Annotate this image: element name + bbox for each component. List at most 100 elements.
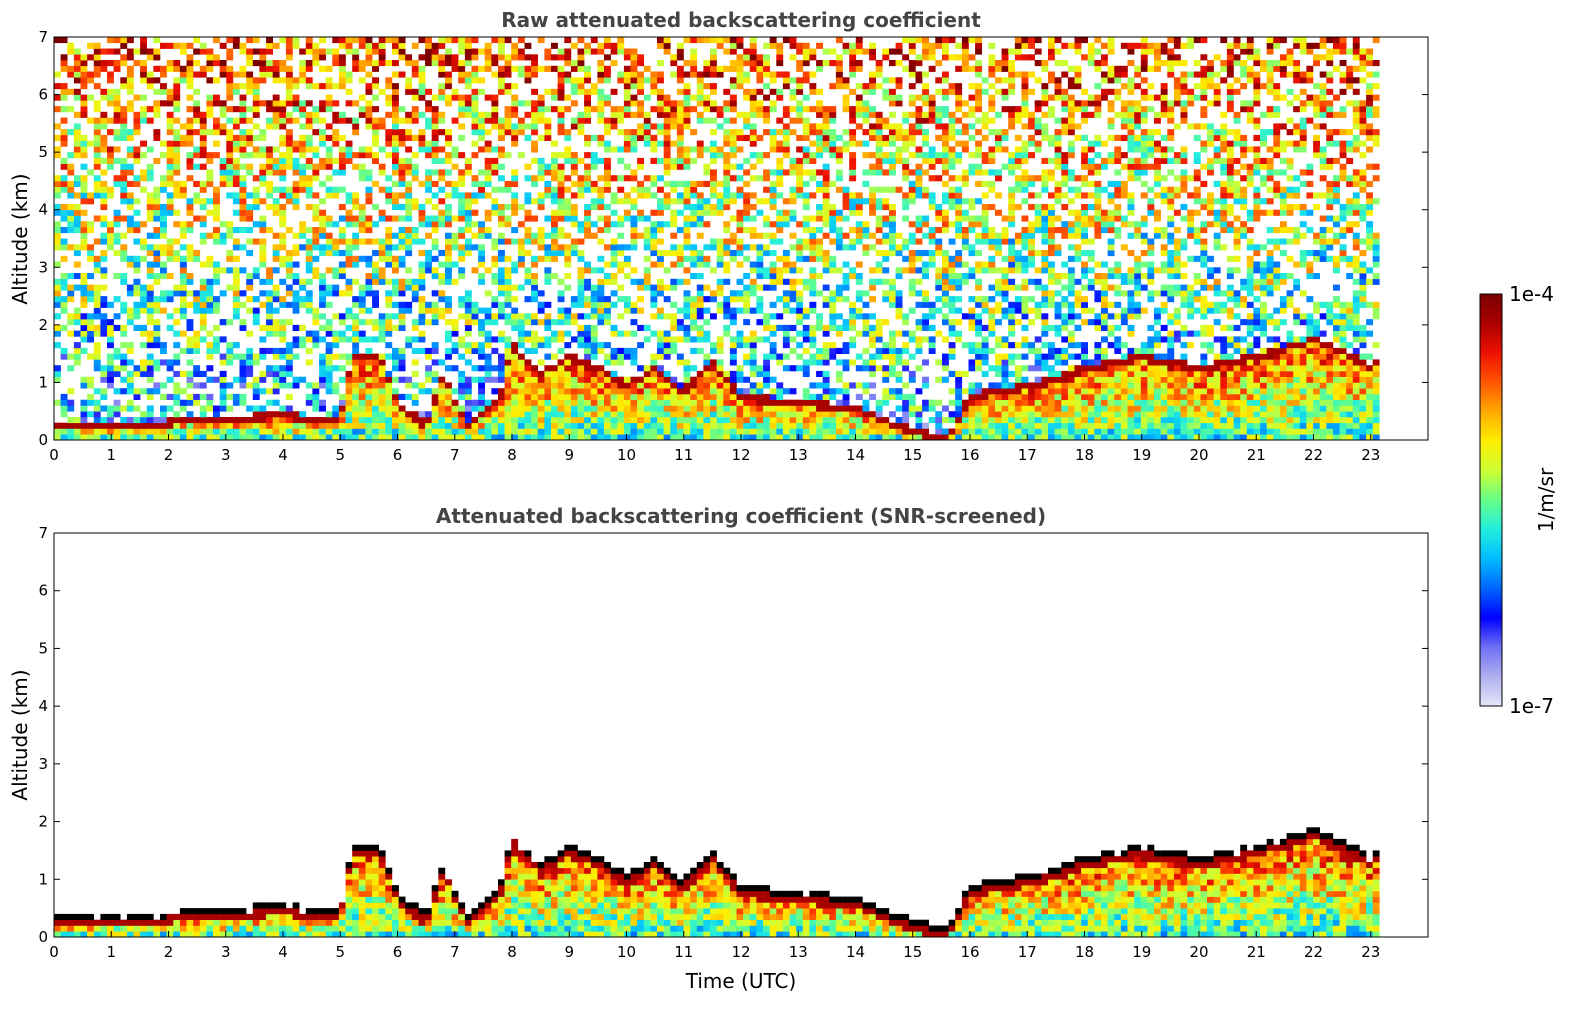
raw-heatmap-cell [425, 123, 432, 130]
raw-heatmap-cell [73, 54, 81, 61]
raw-heatmap-cell [199, 146, 207, 153]
raw-heatmap-cell [213, 296, 220, 303]
raw-heatmap-cell [186, 83, 194, 90]
raw-heatmap-cell [491, 278, 499, 285]
raw-heatmap-cell [756, 88, 764, 95]
raw-heatmap-cell [683, 157, 691, 164]
raw-heatmap-cell [319, 296, 326, 303]
raw-heatmap-cell [809, 301, 817, 308]
raw-heatmap-cell [378, 48, 386, 55]
raw-heatmap-cell [716, 376, 724, 383]
raw-heatmap-cell [398, 376, 406, 383]
raw-heatmap-cell [816, 370, 823, 377]
raw-heatmap-cell [272, 417, 280, 424]
raw-heatmap-cell [120, 157, 128, 164]
raw-heatmap-cell [199, 290, 207, 297]
raw-heatmap-cell [491, 169, 499, 176]
raw-heatmap-cell [285, 261, 293, 268]
raw-heatmap-cell [524, 347, 532, 354]
raw-heatmap-cell [246, 60, 254, 67]
raw-heatmap-cell [763, 65, 770, 72]
raw-heatmap-cell [199, 313, 207, 320]
raw-heatmap-cell [478, 65, 485, 72]
raw-heatmap-cell [372, 152, 379, 159]
raw-heatmap-cell [584, 169, 591, 176]
raw-heatmap-cell [292, 37, 300, 44]
raw-heatmap-cell [193, 307, 201, 314]
raw-heatmap-cell [378, 388, 386, 395]
raw-heatmap-cell [478, 180, 485, 187]
raw-heatmap-cell [232, 399, 240, 406]
raw-heatmap-cell [279, 65, 287, 72]
raw-heatmap-cell [213, 94, 220, 101]
raw-heatmap-cell [378, 146, 386, 153]
raw-heatmap-cell [623, 106, 631, 113]
raw-heatmap-cell [451, 65, 459, 72]
raw-heatmap-cell [809, 330, 817, 337]
raw-heatmap-cell [782, 267, 790, 274]
raw-heatmap-cell [478, 342, 485, 349]
raw-heatmap-cell [113, 353, 121, 360]
raw-heatmap-cell [219, 319, 227, 326]
raw-heatmap-cell [584, 232, 591, 239]
raw-heatmap-cell [696, 417, 704, 424]
raw-heatmap-cell [372, 411, 379, 418]
raw-heatmap-cell [431, 48, 439, 55]
raw-heatmap-cell [425, 169, 432, 176]
raw-heatmap-cell [683, 163, 691, 170]
raw-heatmap-cell [67, 319, 75, 326]
raw-heatmap-cell [418, 146, 426, 153]
raw-heatmap-cell [80, 434, 88, 441]
raw-heatmap-cell [252, 134, 260, 141]
raw-heatmap-cell [816, 393, 823, 400]
raw-heatmap-cell [570, 393, 578, 400]
raw-heatmap-cell [213, 198, 220, 205]
raw-heatmap-cell [690, 186, 698, 193]
raw-heatmap-cell [358, 238, 366, 245]
raw-heatmap-cell [120, 365, 128, 372]
raw-heatmap-cell [146, 428, 154, 435]
raw-heatmap-cell [498, 71, 505, 78]
raw-heatmap-cell [537, 94, 545, 101]
raw-heatmap-cell [736, 238, 744, 245]
raw-heatmap-cell [643, 255, 651, 262]
raw-heatmap-cell [743, 244, 751, 251]
raw-heatmap-cell [769, 301, 777, 308]
raw-heatmap-cell [617, 261, 625, 268]
raw-heatmap-cell [153, 324, 161, 331]
raw-heatmap-cell [246, 347, 254, 354]
raw-heatmap-cell [590, 422, 598, 429]
raw-heatmap-cell [703, 106, 711, 113]
raw-heatmap-cell [186, 290, 194, 297]
raw-heatmap-cell [544, 88, 552, 95]
raw-heatmap-cell [345, 152, 353, 159]
raw-heatmap-cell [723, 370, 731, 377]
raw-heatmap-cell [471, 209, 479, 216]
raw-heatmap-cell [246, 169, 254, 176]
raw-heatmap-cell [716, 255, 724, 262]
raw-heatmap-cell [789, 37, 797, 44]
raw-heatmap-cell [365, 83, 373, 90]
raw-heatmap-cell [617, 359, 625, 366]
raw-heatmap-cell [113, 215, 121, 222]
raw-heatmap-cell [199, 238, 207, 245]
raw-heatmap-cell [398, 54, 406, 61]
raw-heatmap-cell [153, 204, 161, 211]
raw-heatmap-cell [140, 388, 147, 395]
raw-heatmap-cell [729, 215, 737, 222]
raw-heatmap-cell [637, 307, 644, 314]
raw-heatmap-cell [822, 123, 830, 130]
raw-heatmap-cell [312, 417, 320, 424]
raw-heatmap-cell [782, 111, 790, 118]
raw-heatmap-cell [531, 238, 538, 245]
raw-heatmap-cell [67, 353, 75, 360]
raw-heatmap-cell [206, 376, 214, 383]
raw-heatmap-cell [551, 227, 558, 234]
raw-heatmap-cell [418, 267, 426, 274]
raw-heatmap-cell [445, 157, 452, 164]
raw-heatmap-cell [464, 37, 472, 44]
raw-panel: Raw attenuated backscattering coefficien… [8, 8, 1429, 464]
raw-heatmap-cell [305, 417, 313, 424]
raw-heatmap-cell [438, 146, 446, 153]
raw-heatmap-cell [531, 175, 538, 182]
